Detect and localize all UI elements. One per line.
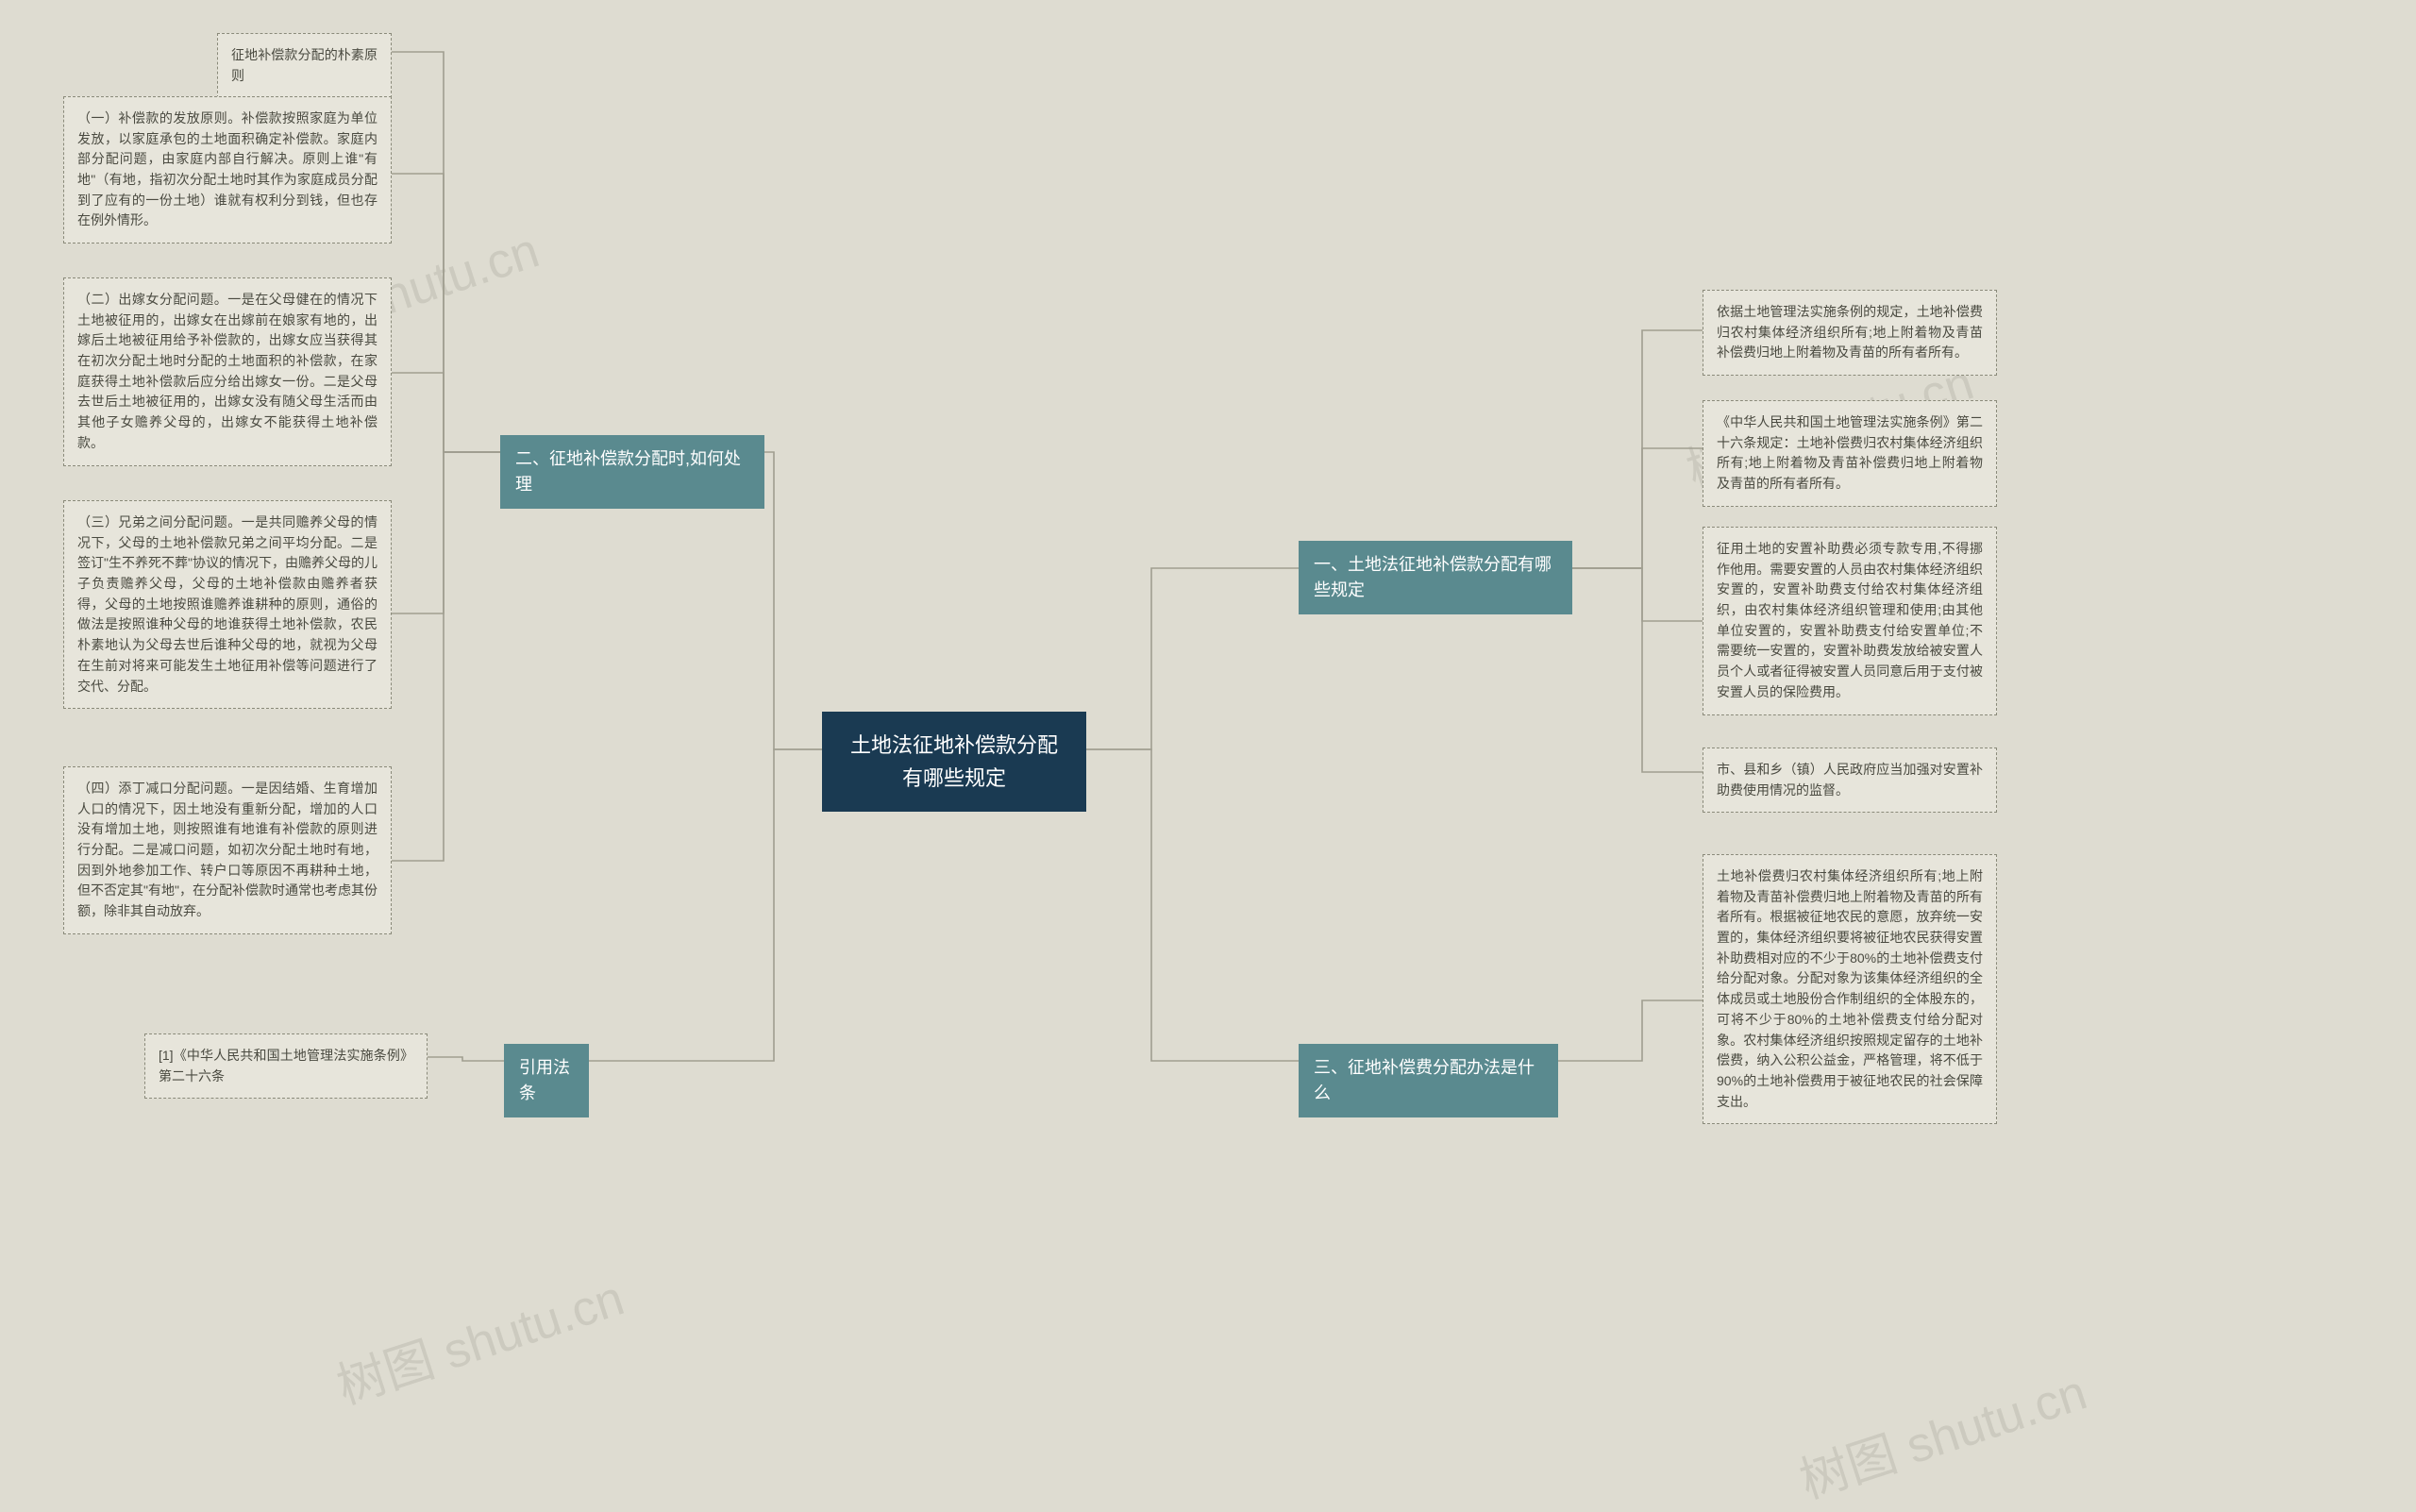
watermark: 树图 shutu.cn xyxy=(1789,1352,2094,1512)
leaf-2-0: 征地补偿款分配的朴素原则 xyxy=(217,33,392,98)
leaf-2-2: （二）出嫁女分配问题。一是在父母健在的情况下土地被征用的，出嫁女在出嫁前在娘家有… xyxy=(63,277,392,466)
leaf-2-3: （三）兄弟之间分配问题。一是共同赡养父母的情况下，父母的土地补偿款兄弟之间平均分… xyxy=(63,500,392,709)
leaf-1-1: 依据土地管理法实施条例的规定，土地补偿费归农村集体经济组织所有;地上附着物及青苗… xyxy=(1703,290,1997,376)
branch-1: 一、土地法征地补偿款分配有哪些规定 xyxy=(1299,541,1572,614)
central-topic: 土地法征地补偿款分配有哪些规定 xyxy=(822,712,1086,812)
branch-3: 三、征地补偿费分配办法是什么 xyxy=(1299,1044,1558,1117)
branch-4: 引用法条 xyxy=(504,1044,589,1117)
leaf-3-1: 土地补偿费归农村集体经济组织所有;地上附着物及青苗补偿费归地上附着物及青苗的所有… xyxy=(1703,854,1997,1124)
leaf-1-2: 《中华人民共和国土地管理法实施条例》第二十六条规定：土地补偿费归农村集体经济组织… xyxy=(1703,400,1997,507)
branch-2: 二、征地补偿款分配时,如何处理 xyxy=(500,435,764,509)
leaf-1-4: 市、县和乡（镇）人民政府应当加强对安置补助费使用情况的监督。 xyxy=(1703,748,1997,813)
leaf-2-4: （四）添丁减口分配问题。一是因结婚、生育增加人口的情况下，因土地没有重新分配，增… xyxy=(63,766,392,934)
leaf-1-3: 征用土地的安置补助费必须专款专用,不得挪作他用。需要安置的人员由农村集体经济组织… xyxy=(1703,527,1997,715)
watermark: 树图 shutu.cn xyxy=(327,1258,631,1418)
leaf-2-1: （一）补偿款的发放原则。补偿款按照家庭为单位发放，以家庭承包的土地面积确定补偿款… xyxy=(63,96,392,244)
leaf-4-1: [1]《中华人民共和国土地管理法实施条例》第二十六条 xyxy=(144,1033,428,1099)
